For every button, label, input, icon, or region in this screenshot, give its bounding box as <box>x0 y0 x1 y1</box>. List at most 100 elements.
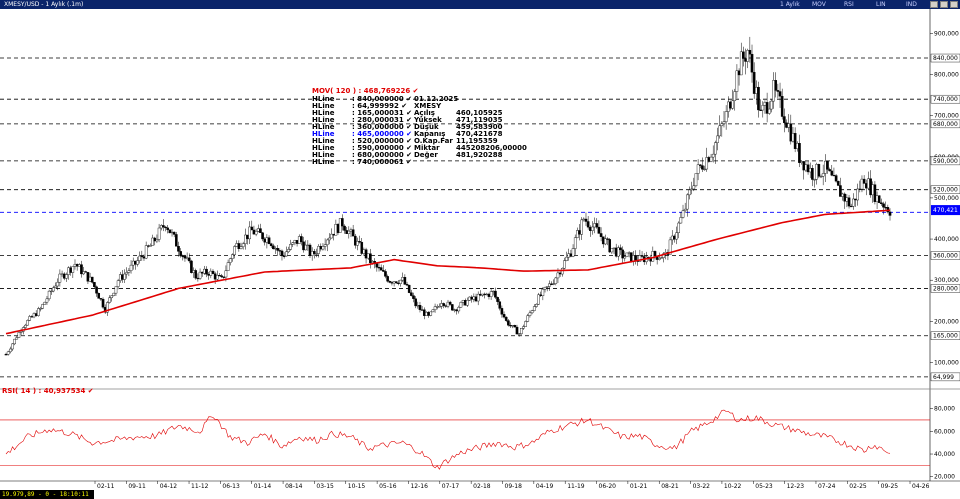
candle-body <box>82 271 85 275</box>
info-value: 445208206,00000 <box>456 144 527 152</box>
candle-body <box>310 251 314 256</box>
candle-body <box>563 260 566 269</box>
candle-body <box>601 236 605 245</box>
candle-body <box>360 241 364 254</box>
candle-body <box>295 240 299 244</box>
window-title: XMESY/USD - 1 Aylık (.1m) <box>4 1 84 8</box>
candle-body <box>657 257 661 260</box>
maximize-icon[interactable] <box>940 1 948 8</box>
candle-body <box>677 222 681 233</box>
candle-body <box>321 246 325 250</box>
candle-body <box>429 311 433 316</box>
candle-body <box>485 293 489 296</box>
hline-legend-value: : 840,000000 ✔ <box>352 95 412 103</box>
candle-body <box>224 270 228 278</box>
candle-body <box>177 246 180 252</box>
candle-body <box>144 245 148 259</box>
hline-tag <box>930 185 960 194</box>
candle-body <box>489 291 493 297</box>
candle-body <box>683 208 687 211</box>
candle-body <box>688 189 691 196</box>
candle-body <box>528 312 532 316</box>
candle-body <box>545 286 549 288</box>
candle-body <box>778 91 782 97</box>
candle-body <box>726 101 730 112</box>
x-axis: 02-11 09-11 04-12 11-12 06-13 01-14 08-14 03-15… <box>0 480 960 490</box>
candle-body <box>586 221 590 228</box>
candle-body <box>28 316 32 321</box>
candle-body <box>847 197 851 207</box>
candle-body <box>806 164 810 173</box>
candle-body <box>481 293 484 296</box>
candle-body <box>735 70 739 92</box>
info-label: Açılış <box>414 109 435 117</box>
hline-label: 280,000 <box>933 285 958 292</box>
candle-body <box>701 165 704 170</box>
candle-body <box>205 268 208 275</box>
candle-body <box>336 224 340 233</box>
x-tick-label: 12-16 <box>410 483 428 490</box>
x-tick-label: 12-23 <box>787 483 805 490</box>
x-tick-label: 02-11 <box>97 483 115 490</box>
candle-body <box>841 193 844 197</box>
candle-body <box>491 290 495 293</box>
chart-svg[interactable]: 900,000800,000700,000600,000500,000400,0… <box>0 9 960 490</box>
hline-tag <box>930 251 960 260</box>
candle-body <box>302 241 305 251</box>
candle-body <box>304 244 307 251</box>
info-label: Yüksek <box>413 116 442 124</box>
candle-body <box>317 246 320 254</box>
candle-body <box>282 255 286 257</box>
candle-body <box>67 267 70 275</box>
price-tick-label: 800,000 <box>934 71 959 78</box>
candle-body <box>280 250 284 257</box>
candle-body <box>291 242 295 245</box>
x-tick-label: 08-14 <box>285 483 303 490</box>
candle-body <box>226 262 230 271</box>
candle-body <box>804 164 808 171</box>
minimize-icon[interactable] <box>930 1 938 8</box>
candle-body <box>694 173 698 187</box>
hline-tag <box>930 94 960 104</box>
candle-body <box>49 290 53 293</box>
candle-body <box>433 306 437 311</box>
candle-body <box>147 245 150 247</box>
candle-body <box>338 218 342 233</box>
candle-body <box>203 268 206 274</box>
candle-body <box>442 303 445 306</box>
candle-body <box>593 223 596 228</box>
hline-legend-label: HLine <box>312 109 335 117</box>
candle-body <box>625 252 629 257</box>
candle-body <box>252 229 256 235</box>
candle-body <box>487 293 491 297</box>
candle-body <box>864 183 868 189</box>
candle-body <box>347 230 351 234</box>
hline-tag <box>930 156 960 166</box>
hline-legend-value: : 280,000031 ✔ <box>352 116 412 124</box>
rsi-tick-label: 20,000 <box>934 474 955 481</box>
rsi-panel[interactable]: RSI( 14 ) : 40,937534 ✔ 80,000 60,000 40,00… <box>0 387 955 481</box>
candle-body <box>776 90 780 92</box>
x-tick-label: 08-21 <box>661 483 679 490</box>
rsi-tick-label: 60,000 <box>934 428 955 435</box>
candle-body <box>554 277 558 284</box>
candle-body <box>235 243 239 247</box>
x-tick-label: 05-23 <box>755 483 773 490</box>
candle-body <box>149 245 152 247</box>
candle-body <box>435 306 439 308</box>
close-icon[interactable] <box>950 1 958 8</box>
candle-body <box>375 263 379 268</box>
candle-body <box>248 226 251 240</box>
candle-body <box>185 257 189 259</box>
candle-body <box>453 309 456 311</box>
candle-body <box>412 295 415 299</box>
candle-body <box>843 193 847 202</box>
candle-body <box>386 276 389 282</box>
candle-body <box>877 195 881 203</box>
candle-body <box>819 176 823 178</box>
price-panel[interactable]: 900,000800,000700,000600,000500,000400,0… <box>0 9 960 481</box>
candle-body <box>166 227 170 231</box>
hline-legend-label: HLine <box>312 116 335 124</box>
candle-body <box>852 198 855 207</box>
x-tick-label: 10-15 <box>348 483 366 490</box>
